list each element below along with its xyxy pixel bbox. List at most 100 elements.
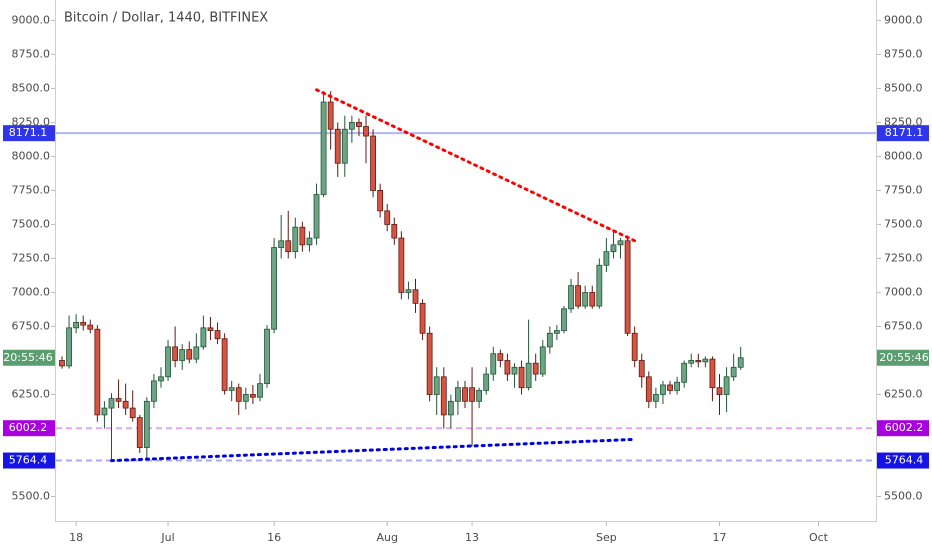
- candle-body: [143, 400, 150, 448]
- y-tick-label: 7250.0: [884, 251, 923, 264]
- candle-body: [511, 366, 518, 375]
- x-tick-label: Aug: [376, 531, 397, 544]
- candle-body: [200, 327, 207, 348]
- candle-body: [136, 417, 143, 448]
- candle-body: [151, 380, 157, 402]
- candle-body: [94, 328, 101, 416]
- candle-body: [66, 327, 72, 367]
- candle-body: [228, 387, 235, 391]
- candle-body: [292, 226, 299, 253]
- candle-body: [172, 346, 179, 361]
- x-tick-label: 18: [69, 531, 83, 544]
- candle-body: [603, 251, 610, 266]
- candle-body: [412, 289, 419, 304]
- candle-body: [667, 384, 673, 391]
- candle-body: [242, 394, 249, 402]
- candle-body: [433, 376, 440, 395]
- candle-body: [737, 357, 744, 368]
- candle-body: [730, 366, 737, 378]
- chart-title: Bitcoin / Dollar, 1440, BITFINEX: [64, 11, 268, 26]
- candle-body: [561, 308, 567, 331]
- candle-body: [568, 285, 574, 310]
- candle-body: [546, 332, 553, 348]
- candle-body: [129, 407, 136, 419]
- y-tick-label: 8500.0: [12, 81, 51, 94]
- y-tick-label: 8500.0: [884, 81, 923, 94]
- candle-body: [299, 226, 306, 246]
- price-box-label: 8171.1: [9, 126, 48, 139]
- candle-body: [115, 398, 122, 402]
- x-tick-label: Oct: [809, 531, 829, 544]
- price-box: [877, 420, 929, 437]
- x-tick-label: 17: [713, 531, 727, 544]
- candle-body: [165, 346, 171, 378]
- candle-body: [405, 289, 412, 293]
- candle-body: [490, 353, 497, 375]
- candle-body: [214, 330, 221, 340]
- y-tick-label: 6750.0: [12, 319, 51, 332]
- candle-body: [476, 390, 483, 402]
- candle-body: [391, 224, 398, 239]
- candle-body: [419, 302, 426, 334]
- candle-body: [624, 240, 631, 334]
- candle-body: [179, 349, 186, 361]
- candle-body: [645, 376, 652, 402]
- candle-body: [334, 128, 341, 164]
- y-tick-label: 6250.0: [12, 387, 51, 400]
- candle-body: [207, 327, 214, 331]
- x-tick-label: 16: [267, 531, 281, 544]
- candle-body: [363, 126, 369, 137]
- candle-body: [348, 122, 355, 130]
- candle-body: [101, 407, 108, 416]
- candle-body: [596, 264, 603, 307]
- candle-body: [504, 360, 511, 375]
- candle-body: [716, 387, 723, 395]
- candle-body: [108, 398, 115, 409]
- last-price-box: [3, 349, 55, 366]
- y-tick-label: 7000.0: [12, 285, 51, 298]
- y-tick-label: 7500.0: [884, 217, 923, 230]
- candle-body: [447, 400, 454, 416]
- candle-body: [285, 240, 292, 253]
- candle-body: [356, 122, 362, 127]
- x-tick-label: Jul: [160, 531, 174, 544]
- candle-body: [582, 292, 589, 307]
- candle-body: [193, 346, 200, 360]
- candle-body: [384, 210, 391, 225]
- candle-body: [539, 346, 546, 375]
- candle-body: [271, 247, 278, 330]
- candle-body: [483, 373, 490, 391]
- candle-body: [462, 387, 468, 402]
- price-box: [3, 125, 55, 142]
- candle-body: [469, 387, 475, 402]
- candle-body: [631, 332, 638, 361]
- price-box-label: 5764.4: [9, 454, 48, 467]
- candle-body: [688, 360, 695, 364]
- candle-body: [221, 338, 228, 391]
- candle-body: [617, 240, 624, 246]
- candle-body: [398, 237, 405, 293]
- candle-body: [575, 285, 582, 307]
- candle-body: [278, 240, 285, 248]
- candle-body: [518, 366, 525, 389]
- price-box: [877, 125, 929, 142]
- y-tick-label: 7500.0: [12, 217, 51, 230]
- candle-body: [320, 101, 327, 195]
- y-tick-label: 8750.0: [12, 47, 51, 60]
- candle-body: [525, 362, 532, 389]
- price-box: [877, 452, 929, 469]
- candle-body: [652, 394, 659, 402]
- price-box-label: 6002.2: [885, 421, 924, 434]
- candle-body: [158, 376, 164, 382]
- price-box: [3, 452, 55, 469]
- y-tick-label: 7750.0: [12, 183, 51, 196]
- candle-body: [638, 360, 645, 378]
- candle-body: [235, 387, 242, 402]
- trend-line: [109, 437, 637, 463]
- last-price-label: 20:55:46: [879, 351, 928, 364]
- candle-body: [377, 190, 384, 212]
- candle-body: [186, 349, 193, 360]
- x-tick-label: 13: [465, 531, 479, 544]
